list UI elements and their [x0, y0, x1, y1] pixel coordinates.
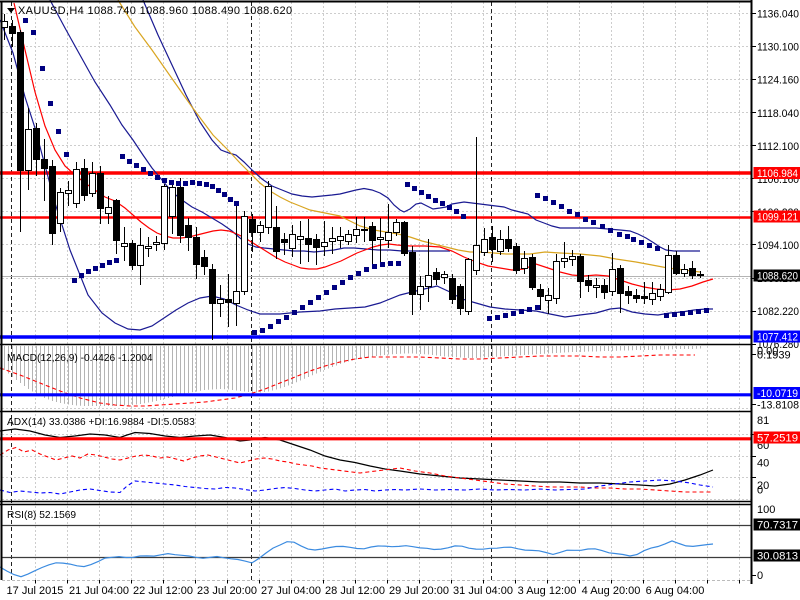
svg-text:ADX(14) 33.0386 +DI:16.9884 -D: ADX(14) 33.0386 +DI:16.9884 -DI:5.0583 [7, 417, 195, 428]
svg-text:81: 81 [757, 415, 769, 427]
svg-text:27 Jul 04:00: 27 Jul 04:00 [261, 585, 321, 597]
svg-text:1106.984: 1106.984 [757, 168, 798, 180]
svg-text:1112.100: 1112.100 [757, 141, 799, 153]
svg-text:3 Aug 12:00: 3 Aug 12:00 [518, 585, 577, 597]
svg-text:0.00: 0.00 [757, 346, 778, 358]
svg-text:70.7317: 70.7317 [757, 520, 798, 532]
svg-text:1094.100: 1094.100 [757, 240, 799, 252]
svg-text:1118.040: 1118.040 [757, 108, 799, 120]
svg-text:1088.620: 1088.620 [757, 271, 798, 283]
svg-text:28 Jul 12:00: 28 Jul 12:00 [325, 585, 385, 597]
svg-text:22 Jul 12:00: 22 Jul 12:00 [133, 585, 193, 597]
svg-text:MACD(12,26,9) -0.4426 -1.2004: MACD(12,26,9) -0.4426 -1.2004 [7, 353, 153, 364]
svg-text:40: 40 [757, 458, 769, 470]
svg-text:-10.0719: -10.0719 [757, 388, 798, 400]
svg-text:1099.121: 1099.121 [757, 212, 798, 224]
svg-text:1077.412: 1077.412 [757, 332, 798, 344]
svg-text:57.2519: 57.2519 [757, 433, 798, 445]
svg-text:21 Jul 04:00: 21 Jul 04:00 [69, 585, 129, 597]
svg-text:4 Aug 20:00: 4 Aug 20:00 [582, 585, 641, 597]
svg-text:6 Aug 04:00: 6 Aug 04:00 [646, 585, 705, 597]
svg-text:29 Jul 20:00: 29 Jul 20:00 [389, 585, 449, 597]
svg-text:1136.040: 1136.040 [757, 9, 799, 21]
svg-text:RSI(8) 52.1569: RSI(8) 52.1569 [7, 510, 76, 521]
svg-text:20: 20 [757, 480, 769, 492]
svg-text:100: 100 [757, 504, 775, 516]
svg-text:0.1939: 0.1939 [757, 350, 791, 362]
svg-text:-13.8108: -13.8108 [757, 400, 799, 412]
svg-text:31 Jul 04:00: 31 Jul 04:00 [453, 585, 513, 597]
svg-text:23 Jul 20:00: 23 Jul 20:00 [197, 585, 257, 597]
svg-text:30.0813: 30.0813 [757, 551, 798, 563]
svg-text:17 Jul 2015: 17 Jul 2015 [7, 585, 64, 597]
svg-text:1124.160: 1124.160 [757, 75, 799, 87]
svg-text:0: 0 [757, 485, 763, 497]
svg-text:XAUUSD,H4 1088.740 1088.960 1: XAUUSD,H4 1088.740 1088.960 1088.490 108… [18, 5, 292, 17]
svg-text:0: 0 [757, 570, 763, 582]
svg-text:1082.220: 1082.220 [757, 306, 799, 318]
svg-text:1130.100: 1130.100 [757, 42, 799, 54]
